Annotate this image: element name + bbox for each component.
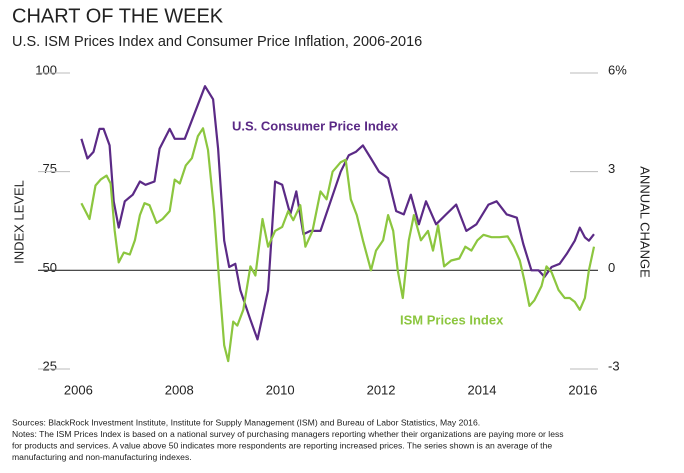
y2-axis-label: ANNUAL CHANGE [638,166,653,278]
y2-tick-label: 3 [608,161,615,176]
y-axis-label: INDEX LEVEL [11,180,26,264]
x-tick-label: 2006 [64,382,93,397]
series-label: ISM Prices Index [400,312,504,327]
note-line: manufacturing and non-manufacturing inde… [12,452,192,462]
chart-title: CHART OF THE WEEK [12,5,224,27]
note-line: Notes: The ISM Prices Index is based on … [12,429,564,439]
y2-tick-label: 6% [608,62,627,77]
series-line [80,85,595,341]
note-line: for products and services. A value above… [12,440,552,450]
series-line [80,127,596,363]
y2-tick-label: 0 [608,260,615,275]
y-tick-label: 50 [43,260,57,275]
note-line: Sources: BlackRock Investment Institute,… [12,417,480,427]
x-tick-label: 2014 [468,382,497,397]
chart-subtitle: U.S. ISM Prices Index and Consumer Price… [12,34,422,50]
x-tick-label: 2010 [266,382,295,397]
y-tick-label: 25 [43,358,57,373]
y-tick-label: 75 [43,161,57,176]
y-tick-label: 100 [35,62,57,77]
y2-tick-label: -3 [608,358,620,373]
x-tick-label: 2016 [568,382,597,397]
x-tick-label: 2008 [165,382,194,397]
series-label: U.S. Consumer Price Index [232,118,399,133]
x-tick-label: 2012 [367,382,396,397]
